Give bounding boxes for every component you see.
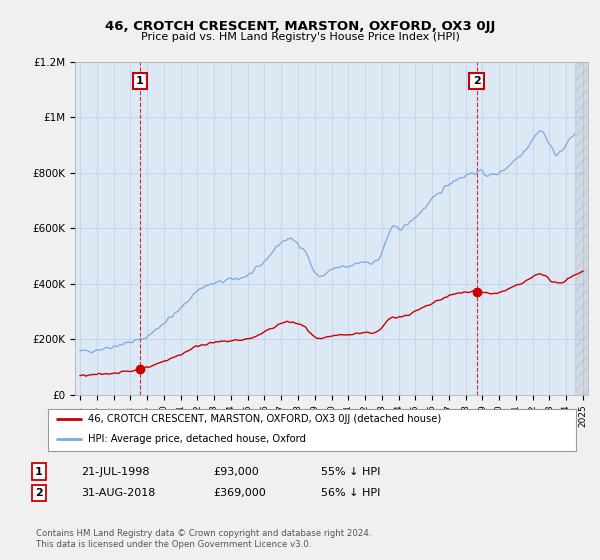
Text: Price paid vs. HM Land Registry's House Price Index (HPI): Price paid vs. HM Land Registry's House …	[140, 32, 460, 43]
Text: £369,000: £369,000	[213, 488, 266, 498]
Text: 46, CROTCH CRESCENT, MARSTON, OXFORD, OX3 0JJ (detached house): 46, CROTCH CRESCENT, MARSTON, OXFORD, OX…	[88, 414, 441, 424]
Text: £93,000: £93,000	[213, 466, 259, 477]
Text: 2: 2	[35, 488, 43, 498]
Bar	[575, 62, 592, 395]
Text: 21-JUL-1998: 21-JUL-1998	[81, 466, 149, 477]
Text: HPI: Average price, detached house, Oxford: HPI: Average price, detached house, Oxfo…	[88, 434, 305, 444]
Text: 31-AUG-2018: 31-AUG-2018	[81, 488, 155, 498]
Text: 55% ↓ HPI: 55% ↓ HPI	[321, 466, 380, 477]
Text: 56% ↓ HPI: 56% ↓ HPI	[321, 488, 380, 498]
Text: 2: 2	[473, 76, 481, 86]
Text: 46, CROTCH CRESCENT, MARSTON, OXFORD, OX3 0JJ: 46, CROTCH CRESCENT, MARSTON, OXFORD, OX…	[105, 20, 495, 32]
Text: 1: 1	[35, 466, 43, 477]
Text: 1: 1	[136, 76, 144, 86]
Text: Contains HM Land Registry data © Crown copyright and database right 2024.
This d: Contains HM Land Registry data © Crown c…	[36, 529, 371, 549]
